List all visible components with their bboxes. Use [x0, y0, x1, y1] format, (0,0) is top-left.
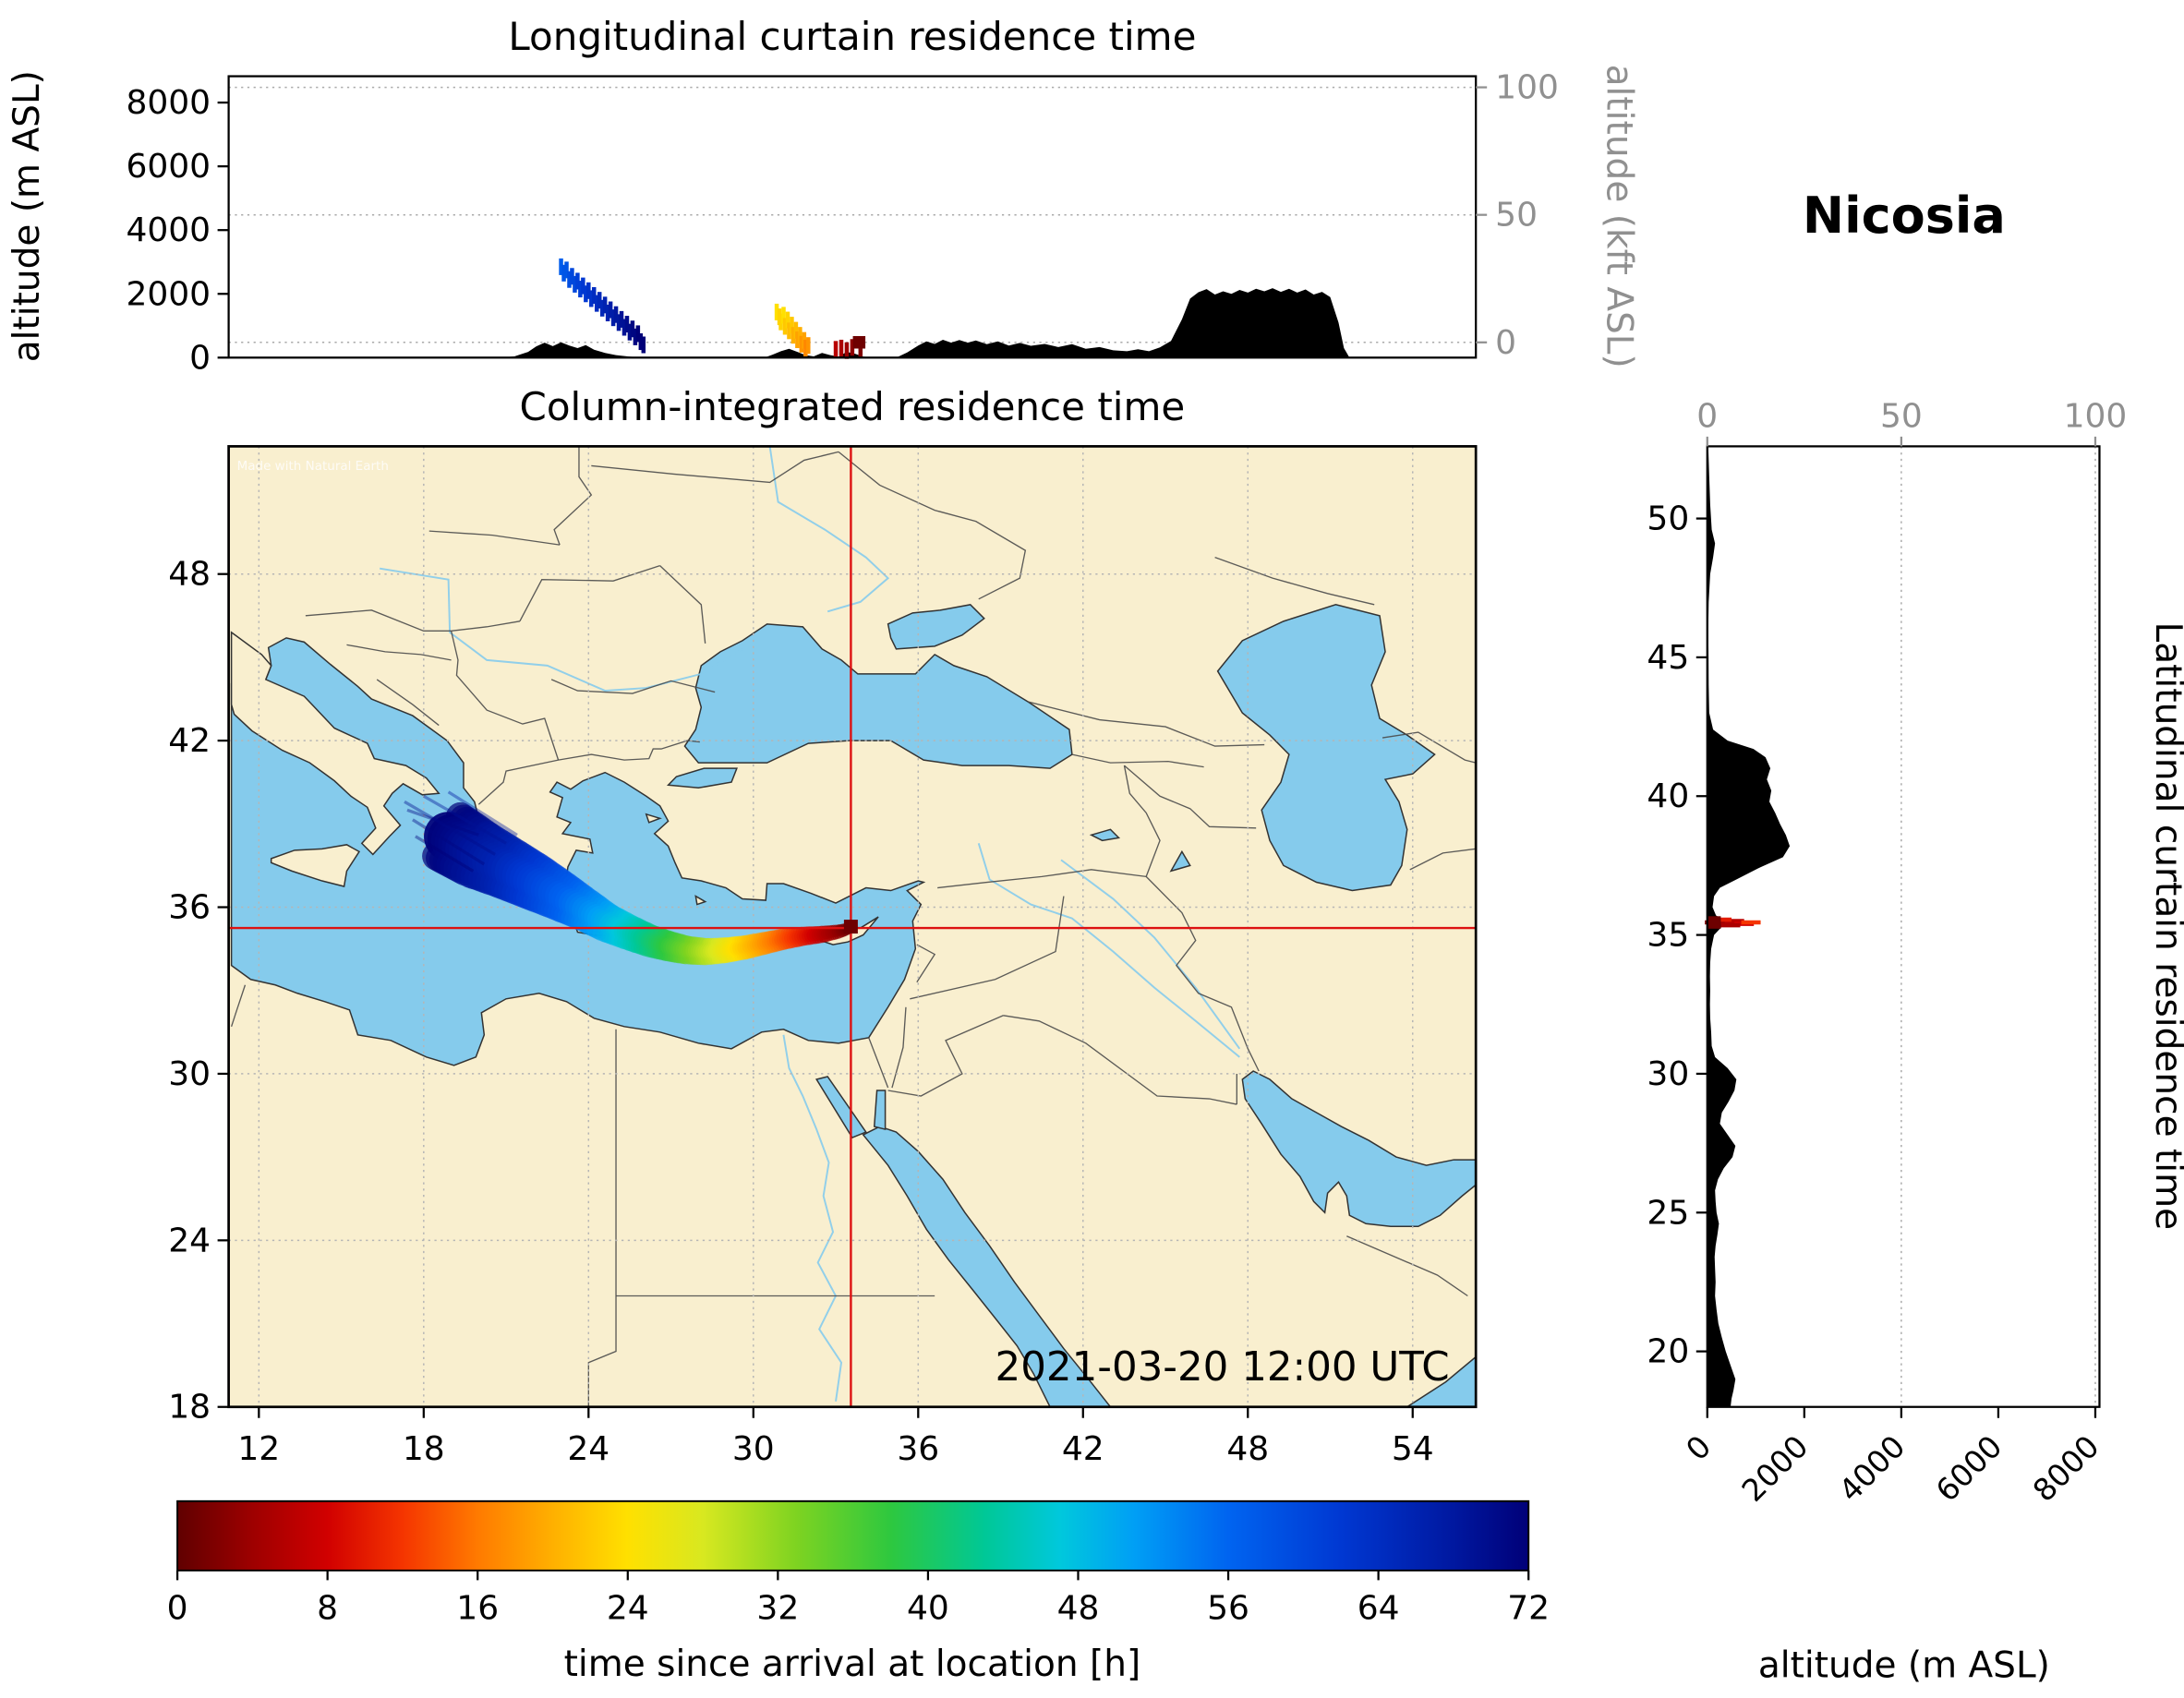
svg-text:8: 8 — [317, 1589, 338, 1627]
svg-text:4000: 4000 — [126, 211, 211, 249]
svg-text:0: 0 — [189, 339, 211, 377]
svg-text:56: 56 — [1207, 1589, 1249, 1627]
svg-text:48: 48 — [168, 556, 211, 594]
svg-text:25: 25 — [1647, 1194, 1689, 1232]
station-name: Nicosia — [1803, 187, 2006, 245]
svg-text:36: 36 — [897, 1430, 939, 1468]
svg-text:32: 32 — [756, 1589, 799, 1627]
svg-text:0: 0 — [167, 1589, 188, 1627]
colorbar: 0 8 16 24 32 40 48 56 64 72 — [167, 1499, 1550, 1627]
svg-text:24: 24 — [168, 1222, 211, 1259]
svg-text:48: 48 — [1226, 1430, 1269, 1468]
svg-text:12: 12 — [237, 1430, 280, 1468]
svg-text:100: 100 — [1495, 69, 1559, 107]
latitudinal-xlabel: altitude (m ASL) — [1758, 1644, 2050, 1686]
svg-text:35: 35 — [1647, 917, 1689, 955]
svg-text:36: 36 — [168, 889, 211, 927]
svg-text:72: 72 — [1507, 1589, 1550, 1627]
map-frame-and-ticks: 12 18 24 30 36 42 48 54 18 24 30 36 42 48 — [168, 445, 1478, 1468]
svg-text:18: 18 — [403, 1430, 445, 1468]
svg-text:30: 30 — [1647, 1055, 1689, 1093]
longitudinal-ylabel-right: altitude (kft ASL) — [1599, 65, 1640, 368]
map-panel: 12 18 24 30 36 42 48 54 18 24 30 36 42 48 — [168, 445, 1478, 1468]
svg-text:100: 100 — [2064, 397, 2128, 435]
svg-text:42: 42 — [168, 722, 211, 760]
svg-text:20: 20 — [1647, 1333, 1689, 1371]
svg-text:24: 24 — [607, 1589, 649, 1627]
svg-text:40: 40 — [1647, 777, 1689, 815]
svg-text:18: 18 — [168, 1389, 211, 1427]
svg-text:0: 0 — [1696, 397, 1718, 435]
map-datetime: 2021-03-20 12:00 UTC — [995, 1344, 1450, 1391]
svg-text:0: 0 — [1495, 324, 1516, 362]
svg-text:40: 40 — [907, 1589, 949, 1627]
map-attribution: Made with Natural Earth — [237, 459, 389, 474]
svg-text:6000: 6000 — [126, 148, 211, 186]
svg-text:50: 50 — [1495, 197, 1538, 235]
svg-text:42: 42 — [1062, 1430, 1104, 1468]
svg-text:50: 50 — [1880, 397, 1923, 435]
svg-text:30: 30 — [732, 1430, 775, 1468]
colorbar-label: time since arrival at location [h] — [564, 1644, 1141, 1685]
svg-text:30: 30 — [168, 1055, 211, 1093]
longitudinal-curtain-panel: 0 2000 4000 6000 8000 0 50 100 — [126, 69, 1558, 378]
svg-text:50: 50 — [1647, 500, 1689, 538]
svg-text:16: 16 — [456, 1589, 499, 1627]
svg-text:54: 54 — [1392, 1430, 1434, 1468]
longitudinal-ylabel-left: altitude (m ASL) — [6, 70, 48, 362]
latitudinal-panel-title: Latitudinal curtain residence time — [2147, 621, 2184, 1230]
map-canvas — [228, 446, 1477, 1407]
svg-text:64: 64 — [1357, 1589, 1400, 1627]
svg-text:48: 48 — [1057, 1589, 1100, 1627]
svg-text:24: 24 — [567, 1430, 609, 1468]
svg-text:45: 45 — [1647, 639, 1689, 677]
map-panel-title: Column-integrated residence time — [520, 384, 1186, 429]
svg-text:8000: 8000 — [126, 84, 211, 122]
longitudinal-panel-title: Longitudinal curtain residence time — [508, 14, 1196, 59]
svg-text:2000: 2000 — [126, 275, 211, 313]
